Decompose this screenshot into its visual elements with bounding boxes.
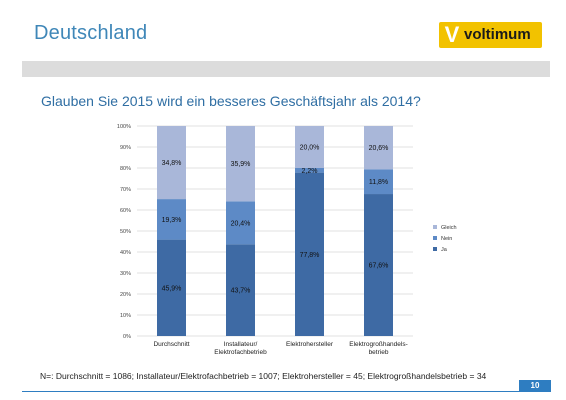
bar-segment-nein [364, 169, 393, 195]
legend-label-nein: Nein [441, 236, 452, 242]
bar-segment-gleich [157, 126, 186, 200]
page-title: Deutschland [34, 22, 148, 44]
chart-x-labels: Durchschnitt Installateur/Elektrofachbetr… [153, 341, 407, 356]
x-tick-label: Durchschnitt [153, 341, 189, 348]
legend-swatch-gleich [433, 225, 437, 229]
page-number: 10 [519, 380, 551, 392]
data-label: 20,0% [300, 145, 320, 152]
bar-segment-nein [226, 201, 255, 245]
y-tick-label: 60% [120, 208, 131, 214]
data-label: 34,8% [162, 160, 182, 167]
y-tick-label: 90% [120, 145, 131, 151]
data-label: 67,6% [369, 263, 389, 270]
x-tick-label: Installateur/ [224, 341, 258, 348]
data-label: 77,8% [300, 252, 320, 259]
data-label: 19,3% [162, 217, 182, 224]
bar-segment-ja [295, 172, 324, 336]
bar-segment-nein [295, 168, 324, 173]
legend-label-gleich: Gleich [441, 225, 457, 231]
bar-segment-ja [364, 194, 393, 336]
data-label: 20,4% [231, 220, 251, 227]
data-label: 20,6% [369, 145, 389, 152]
bar-segment-nein [157, 199, 186, 240]
sample-size-footnote: N=: Durchschnitt = 1086; Installateur/El… [40, 371, 487, 381]
footer-line [22, 391, 551, 392]
bar-segment-ja [157, 239, 186, 336]
y-tick-label: 40% [120, 250, 131, 256]
bar-segment-ja [226, 244, 255, 336]
header-band [22, 61, 550, 77]
y-tick-label: 10% [120, 313, 131, 319]
logo-mark: V [444, 22, 460, 47]
y-tick-label: 20% [120, 292, 131, 298]
x-tick-label: betrieb [369, 349, 389, 356]
bar-segment-gleich [226, 126, 255, 202]
x-tick-label: Elektrogroßhandels- [349, 341, 408, 348]
chart-question: Glauben Sie 2015 wird ein besseres Gesch… [41, 93, 421, 109]
data-label: 43,7% [231, 288, 251, 295]
x-tick-label: Elektrohersteller [286, 341, 334, 348]
legend-swatch-ja [433, 247, 437, 251]
chart-legend: Gleich Nein Ja [433, 225, 457, 253]
x-tick-label: Elektrofachbetrieb [214, 349, 267, 356]
data-label: 45,9% [162, 285, 182, 292]
chart-bars [157, 126, 393, 336]
logo-text: voltimum [464, 24, 540, 46]
data-label: 2,2% [302, 168, 318, 175]
y-tick-label: 50% [120, 229, 131, 235]
y-tick-label: 70% [120, 187, 131, 193]
legend-label-ja: Ja [441, 247, 448, 253]
data-label: 11,8% [369, 179, 388, 186]
chart-data-labels: 45,9% 19,3% 34,8% 43,7% 20,4% 35,9% 77,8% 2,2% 2… [162, 145, 389, 295]
bar-segment-gleich [295, 126, 324, 168]
bar-segment-gleich [364, 126, 393, 170]
y-tick-label: 30% [120, 271, 131, 277]
data-label: 35,9% [231, 161, 251, 168]
y-tick-label: 80% [120, 166, 131, 172]
voltimum-logo: V voltimum [439, 22, 542, 48]
y-tick-label: 100% [117, 124, 131, 130]
legend-swatch-nein [433, 236, 437, 240]
y-tick-label: 0% [123, 334, 131, 340]
